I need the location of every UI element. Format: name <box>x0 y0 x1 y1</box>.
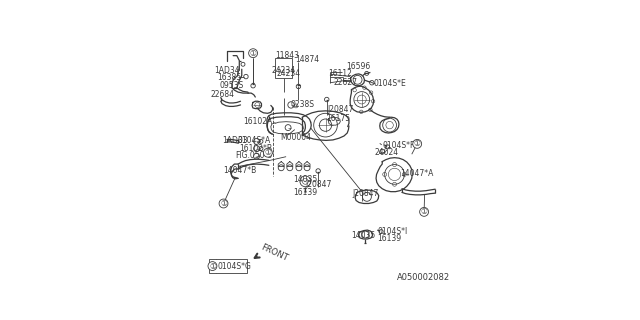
Circle shape <box>264 148 272 157</box>
Text: 0104S*E: 0104S*E <box>373 79 406 88</box>
Text: 11843: 11843 <box>275 51 299 60</box>
Text: 22627: 22627 <box>334 78 358 87</box>
Text: 24024: 24024 <box>374 148 399 157</box>
Circle shape <box>413 140 422 148</box>
Circle shape <box>219 199 228 208</box>
Text: 1AD34: 1AD34 <box>214 66 240 75</box>
Text: J20847: J20847 <box>327 105 353 114</box>
Bar <box>275 58 292 78</box>
Text: 0104S*A: 0104S*A <box>237 136 271 145</box>
Text: 24234: 24234 <box>276 69 300 78</box>
Text: ①: ① <box>413 139 420 148</box>
Text: 16139: 16139 <box>294 188 317 197</box>
Text: M00004: M00004 <box>280 133 311 142</box>
Text: 14047*B: 14047*B <box>223 166 257 175</box>
Text: J20847: J20847 <box>306 180 332 189</box>
Text: A050002082: A050002082 <box>397 273 450 282</box>
Circle shape <box>249 49 257 58</box>
Text: 24234: 24234 <box>271 66 296 75</box>
Text: ①: ① <box>220 199 227 208</box>
Bar <box>209 260 248 273</box>
Text: 14035: 14035 <box>292 175 317 184</box>
Circle shape <box>420 207 429 216</box>
Text: 16385: 16385 <box>217 73 241 82</box>
Text: 16139: 16139 <box>378 234 401 243</box>
Text: 0104S*G: 0104S*G <box>217 261 251 271</box>
Text: 16112: 16112 <box>328 69 352 78</box>
Text: FRONT: FRONT <box>259 243 289 263</box>
Text: ①: ① <box>420 207 428 216</box>
Text: 16175: 16175 <box>326 114 350 123</box>
Text: 1AD33: 1AD33 <box>223 136 248 145</box>
Text: 14047*A: 14047*A <box>401 169 434 178</box>
Text: 0953S: 0953S <box>220 81 244 90</box>
Text: FIG.050-8: FIG.050-8 <box>235 151 272 160</box>
Text: 16596: 16596 <box>346 62 370 71</box>
Circle shape <box>208 262 217 270</box>
Text: 0104S*I: 0104S*I <box>378 227 408 236</box>
Text: 16102*B: 16102*B <box>239 144 272 153</box>
Text: ①: ① <box>250 49 257 58</box>
Text: 22684: 22684 <box>210 90 234 99</box>
Text: 0238S: 0238S <box>291 100 314 109</box>
Text: ①: ① <box>209 261 216 271</box>
Text: 16102A: 16102A <box>243 117 272 126</box>
Text: ①: ① <box>264 148 271 157</box>
Text: 0104S*F: 0104S*F <box>382 140 415 149</box>
Text: 14035: 14035 <box>351 230 376 240</box>
Text: 14874: 14874 <box>296 55 319 64</box>
Text: J20847: J20847 <box>353 189 379 198</box>
